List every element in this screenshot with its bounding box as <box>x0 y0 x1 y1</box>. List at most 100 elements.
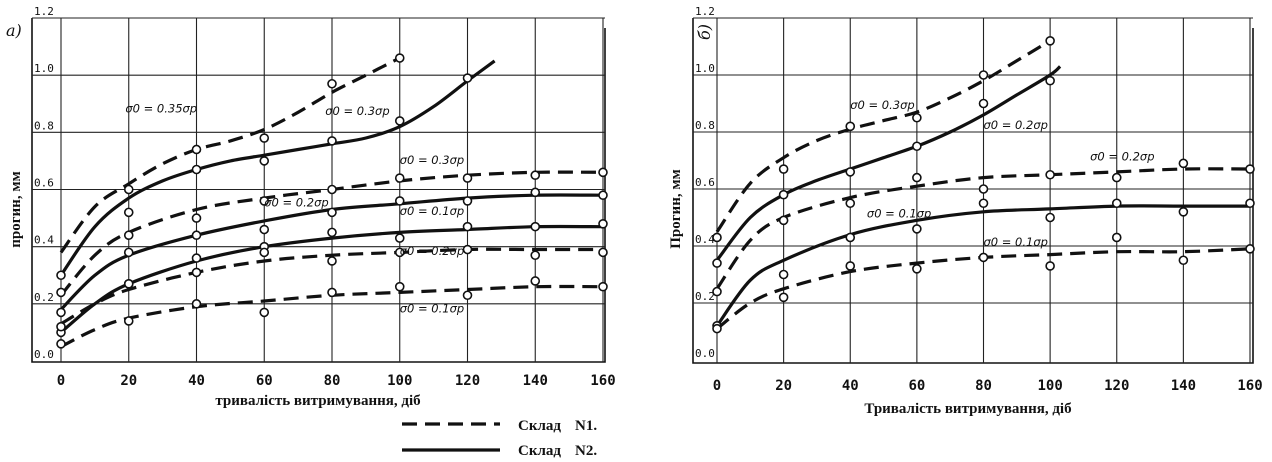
series-line-5-solid <box>59 224 604 334</box>
data-point <box>778 164 789 174</box>
data-point <box>191 213 202 223</box>
data-point <box>912 141 922 152</box>
y-tick-label: 0.4 <box>34 234 54 247</box>
data-point <box>462 290 473 301</box>
data-point <box>191 253 202 263</box>
series-line-3-dashed <box>59 170 604 297</box>
data-point <box>778 292 789 303</box>
data-point <box>778 215 789 226</box>
data-point <box>530 276 541 286</box>
data-point <box>1045 261 1055 271</box>
data-point <box>462 173 473 183</box>
curve-annotation: σ0 = 0.2σp <box>264 196 328 210</box>
y-tick-label: 0.6 <box>695 176 715 189</box>
data-point <box>845 261 856 271</box>
data-point <box>1111 172 1122 183</box>
data-point <box>1245 244 1255 254</box>
data-point <box>327 207 337 218</box>
data-point <box>598 281 608 292</box>
x-tick-label: 120 <box>1104 378 1129 394</box>
data-point <box>462 244 473 255</box>
data-point <box>327 227 337 238</box>
data-point <box>1045 35 1055 46</box>
series-line-4-solid <box>59 193 604 311</box>
panel-label: б) <box>695 24 714 40</box>
data-point <box>598 190 608 201</box>
curve-annotation: σ0 = 0.1σp <box>867 207 931 221</box>
data-point <box>530 170 541 181</box>
x-tick-label: 100 <box>1037 378 1062 394</box>
plot-frame <box>692 18 1254 364</box>
data-point <box>394 196 405 206</box>
y-tick-label: 0.8 <box>34 119 54 132</box>
data-point <box>1045 169 1055 180</box>
y-tick-label: 0.0 <box>34 348 54 361</box>
y-tick-label: 0.2 <box>34 291 54 304</box>
series-line-4-solid <box>715 204 1250 327</box>
data-point <box>56 339 66 349</box>
y-tick-label: 1.0 <box>695 62 715 75</box>
x-tick-label: 60 <box>908 378 925 394</box>
data-point <box>462 221 473 232</box>
data-point <box>394 233 405 243</box>
data-point <box>56 270 66 281</box>
y-tick-label: 1.2 <box>34 5 54 18</box>
x-tick-label: 20 <box>120 373 137 389</box>
data-point <box>712 258 722 268</box>
data-point <box>1178 158 1189 169</box>
data-point <box>394 281 405 292</box>
curve-annotation: σ0 = 0.2σp <box>400 244 464 258</box>
data-point <box>191 267 202 278</box>
series-line-2-solid <box>59 59 496 277</box>
data-point <box>327 256 337 266</box>
data-point <box>259 156 270 166</box>
data-point <box>327 136 337 146</box>
data-point <box>778 189 789 200</box>
data-point <box>1045 75 1055 86</box>
data-point <box>394 53 405 63</box>
y-tick-label: 1.2 <box>695 5 715 18</box>
data-point <box>978 98 989 109</box>
curve-annotation: σ0 = 0.3σp <box>325 104 389 118</box>
curve-annotation: σ0 = 0.1σp <box>400 301 464 315</box>
data-point <box>56 287 66 298</box>
data-point <box>712 286 722 297</box>
x-tick-label: 140 <box>523 373 548 389</box>
data-point <box>978 198 989 209</box>
data-point <box>978 252 989 263</box>
x-tick-label: 0 <box>713 378 721 394</box>
data-point <box>845 121 856 132</box>
data-point <box>1045 212 1055 223</box>
data-point <box>912 263 922 274</box>
x-tick-label: 160 <box>1237 378 1262 394</box>
data-point <box>191 299 202 309</box>
x-tick-label: 40 <box>188 373 205 389</box>
data-point <box>530 187 541 198</box>
data-point <box>259 224 270 235</box>
series-line-5-dashed <box>716 247 1251 330</box>
data-point <box>1178 255 1189 266</box>
data-point <box>462 73 473 83</box>
x-axis-title: Тривалість витримування, діб <box>864 401 1071 417</box>
x-tick-label: 40 <box>842 378 859 394</box>
data-point <box>259 196 270 206</box>
curve-annotation: σ0 = 0.2σp <box>1090 150 1154 164</box>
data-point <box>598 167 608 178</box>
legend-mark-1: N1. <box>575 418 597 434</box>
curve-annotation: σ0 = 0.2σp <box>984 118 1048 132</box>
data-point <box>462 196 473 206</box>
legend-label-1: Склад <box>518 418 561 434</box>
data-point <box>123 230 134 241</box>
panel-label: а) <box>6 21 22 40</box>
data-point <box>327 287 337 298</box>
chart-panel-b: 0.0 0.2 0.4 0.6 0.8 1.0 1.2 0 20 40 60 80 100 120 140 1… <box>668 5 1263 417</box>
data-point <box>1178 207 1189 217</box>
data-point <box>327 184 337 195</box>
data-point <box>394 116 405 126</box>
data-point <box>712 323 722 334</box>
y-tick-label: 1.0 <box>34 62 54 75</box>
data-point <box>123 207 134 218</box>
data-point <box>56 307 66 318</box>
data-point <box>1245 164 1255 174</box>
